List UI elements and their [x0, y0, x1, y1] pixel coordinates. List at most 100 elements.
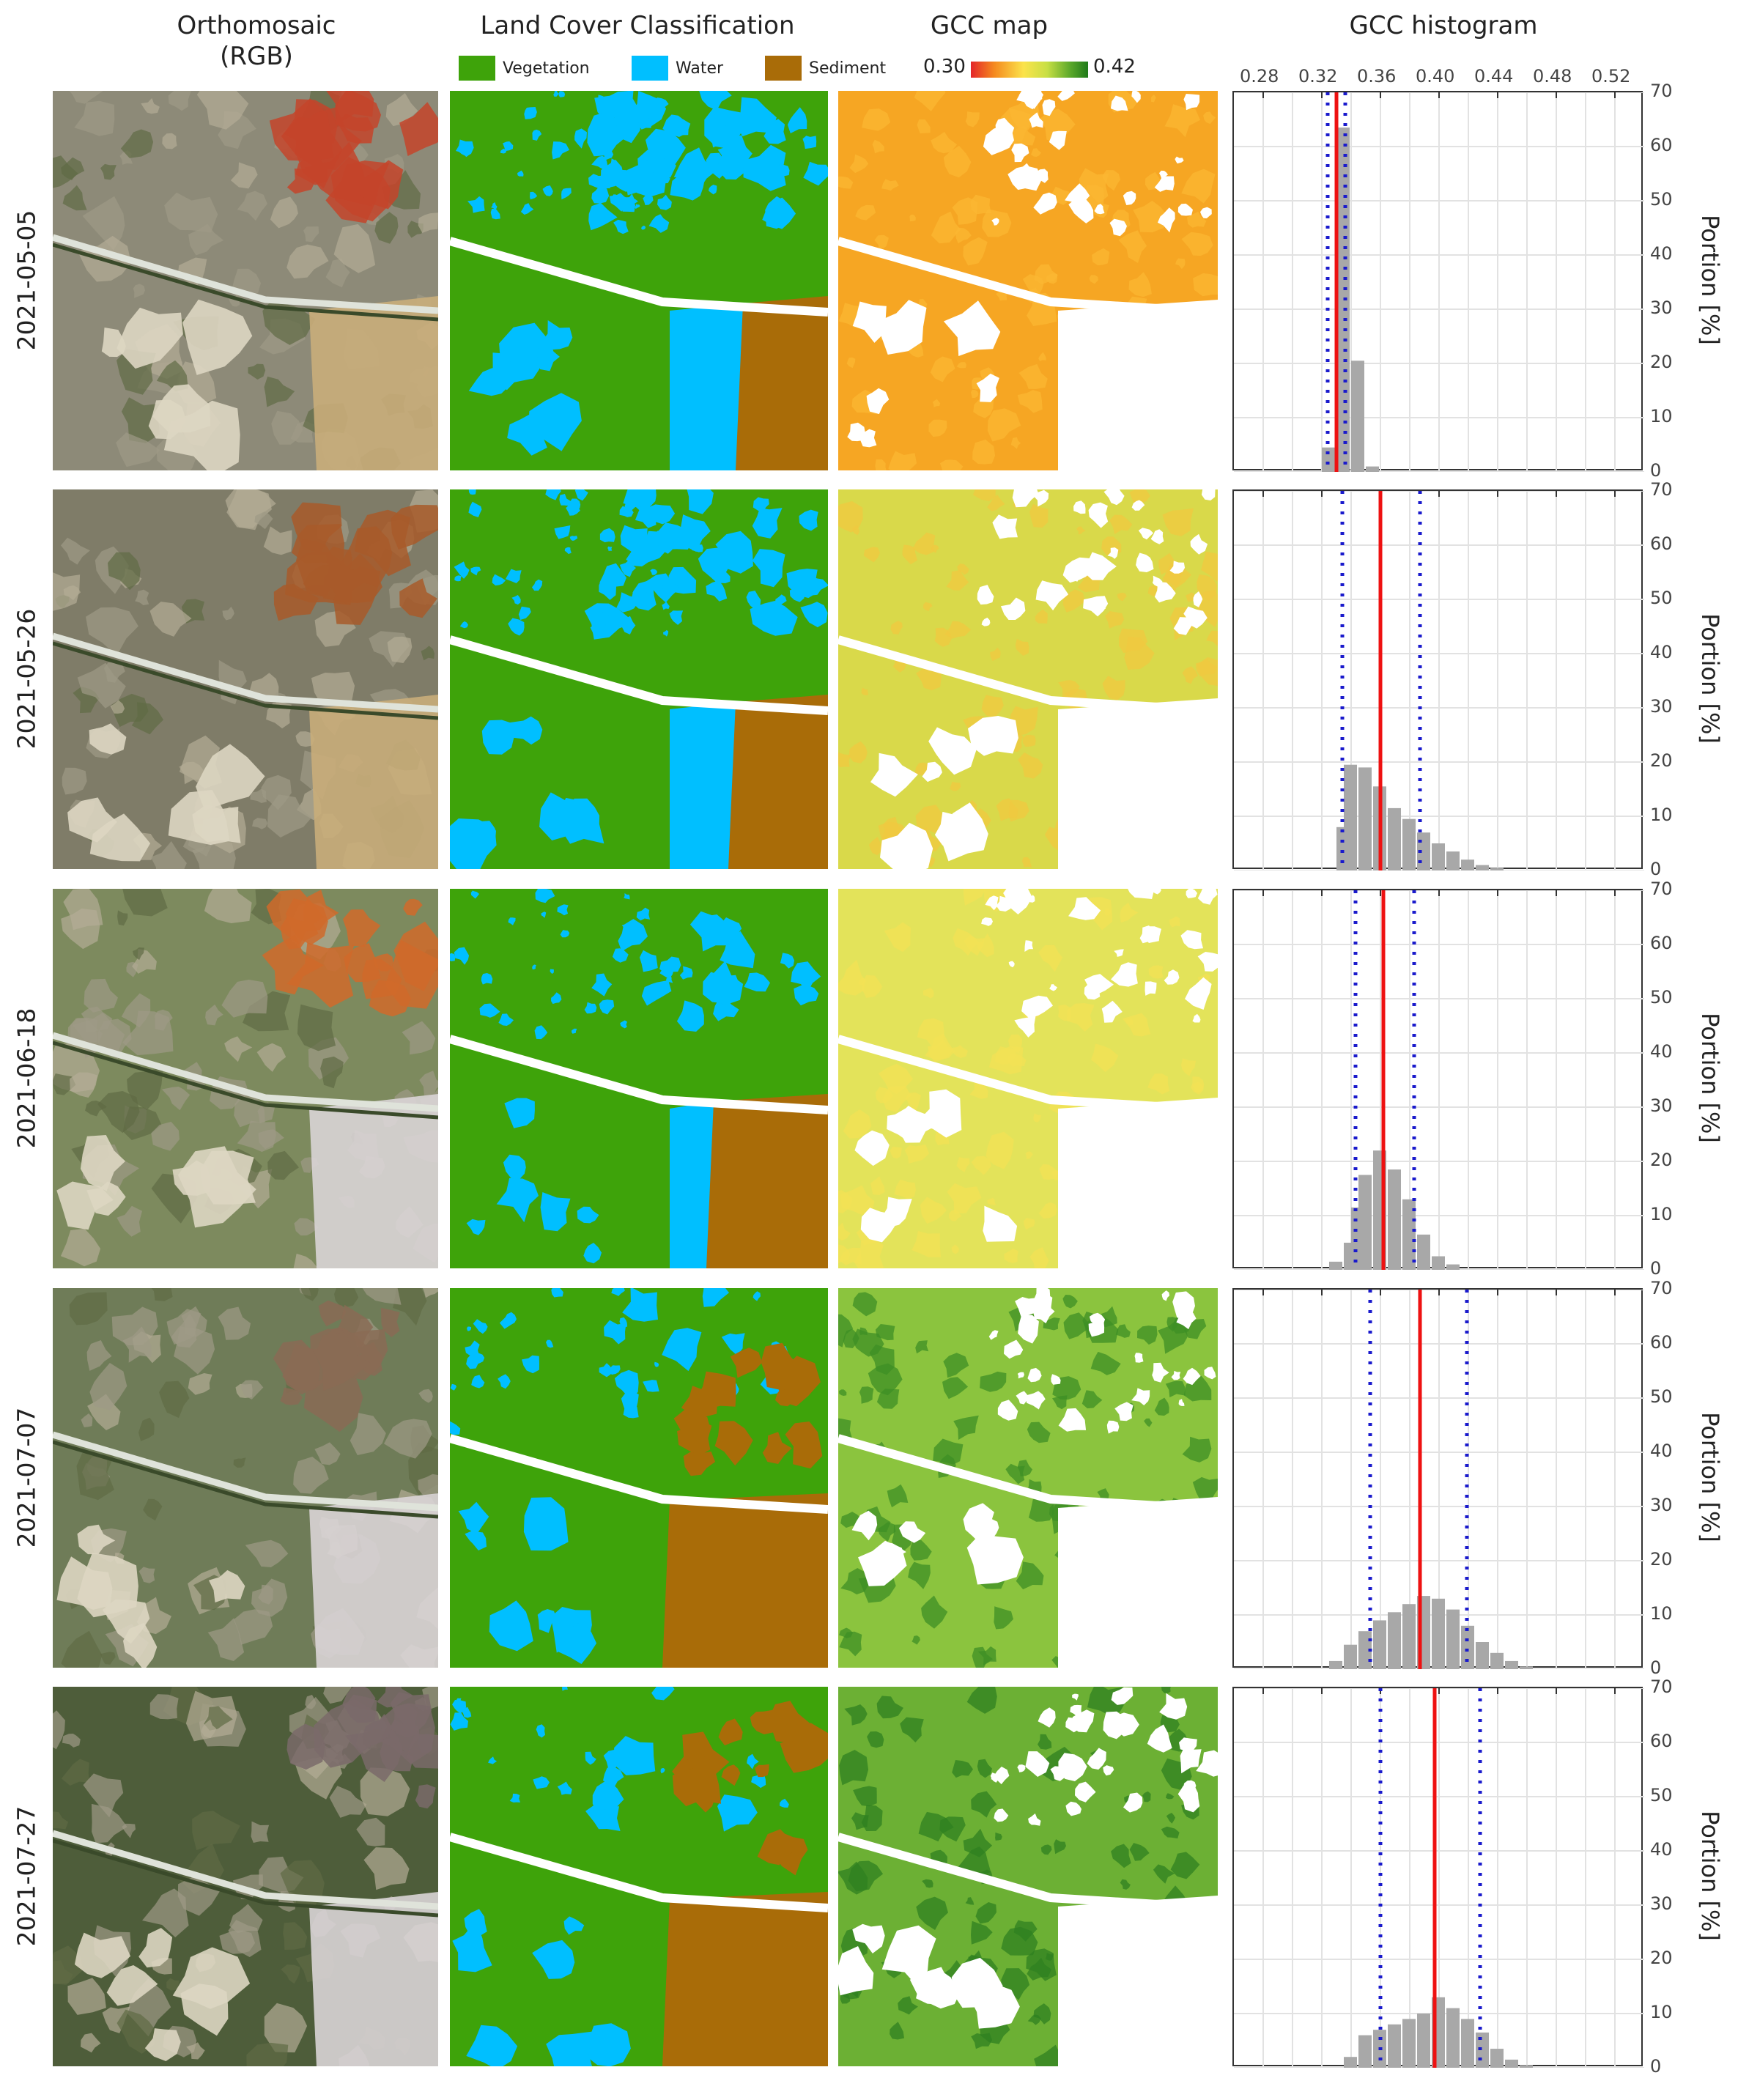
gcc-map-svg: [838, 1687, 1218, 2066]
histogram-bar: [1388, 1612, 1401, 1669]
histogram-bar: [1417, 2014, 1430, 2068]
histogram-svg: [1234, 490, 1644, 871]
gcc-hist-header: GCC histogram: [1349, 11, 1538, 40]
histogram-bar: [1402, 818, 1416, 870]
hist-y-tick-label: 50: [1650, 588, 1673, 608]
hist-y-tick-label: 10: [1650, 1603, 1673, 1624]
hist-y-axis-label: Portion [%]: [1696, 613, 1724, 744]
hist-y-tick-label: 30: [1650, 1495, 1673, 1515]
hist-y-tick-label: 0: [1650, 460, 1662, 481]
gcc-colorbar: [971, 62, 1088, 78]
legend-label-vegetation: Vegetation: [503, 59, 590, 78]
gcc-map: [838, 91, 1218, 470]
legend-label-sediment: Sediment: [809, 59, 887, 78]
hist-x-tick-label: 0.44: [1474, 66, 1514, 86]
histogram-bar: [1505, 2059, 1518, 2068]
orthomosaic-svg: [53, 91, 438, 470]
histogram-bar: [1388, 807, 1401, 870]
landcover-map: [450, 1687, 828, 2066]
hist-y-tick-label: 60: [1650, 933, 1673, 953]
legend-swatch-sediment: [765, 56, 802, 81]
hist-y-axis-label: Portion [%]: [1696, 215, 1724, 345]
histogram-bar: [1446, 851, 1460, 870]
histogram-bar: [1476, 2032, 1489, 2068]
hist-y-axis-label: Portion [%]: [1696, 1013, 1724, 1143]
gcc-histogram: [1232, 489, 1644, 871]
histogram-bar: [1388, 2024, 1401, 2068]
hist-y-tick-label: 60: [1650, 533, 1673, 554]
landcover-svg: [450, 91, 828, 470]
orthomosaic-image: [53, 489, 438, 869]
colorbar-max-label: 0.42: [1093, 56, 1136, 78]
orthomosaic-image: [53, 1288, 438, 1668]
landcover-map: [450, 889, 828, 1268]
histogram-bar: [1461, 2019, 1474, 2068]
orthomosaic-svg: [53, 1687, 438, 2066]
hist-y-tick-label: 50: [1650, 1785, 1673, 1805]
hist-y-tick-label: 20: [1650, 1549, 1673, 1570]
hist-y-tick-label: 20: [1650, 1150, 1673, 1170]
hist-y-tick-label: 30: [1650, 1095, 1673, 1116]
gcc-map: [838, 489, 1218, 869]
histogram-bar: [1446, 2008, 1460, 2068]
hist-y-tick-label: 30: [1650, 297, 1673, 318]
legend-swatch-water: [632, 56, 668, 81]
histogram-svg: [1234, 92, 1644, 473]
orthomosaic-svg: [53, 489, 438, 869]
legend-sediment: Sediment: [765, 56, 886, 81]
hist-y-tick-label: 40: [1650, 1041, 1673, 1062]
gcc-histogram: [1232, 889, 1644, 1271]
row-date-label: 2021-05-26: [12, 608, 41, 750]
gcc-map-svg: [838, 489, 1218, 869]
histogram-bar: [1344, 2057, 1357, 2068]
landcover-svg: [450, 1288, 828, 1668]
histogram-bar: [1322, 447, 1335, 472]
hist-y-tick-label: 60: [1650, 135, 1673, 155]
landcover-header: Land Cover Classification: [480, 11, 795, 40]
hist-y-axis-label: Portion [%]: [1696, 1412, 1724, 1542]
landcover-svg: [450, 489, 828, 869]
hist-y-tick-label: 10: [1650, 1204, 1673, 1224]
histogram-bar: [1432, 843, 1445, 870]
gcc-histogram: [1232, 91, 1644, 473]
gcc-histogram: [1232, 1288, 1644, 1670]
ortho-header: Orthomosaic (RGB): [177, 11, 336, 71]
row-date-label: 2021-07-27: [12, 1805, 41, 1947]
hist-y-tick-label: 0: [1650, 859, 1662, 879]
histogram-bar: [1336, 127, 1350, 472]
hist-y-tick-label: 0: [1650, 2056, 1662, 2077]
gcc-map-svg: [838, 1288, 1218, 1668]
hist-y-tick-label: 30: [1650, 696, 1673, 717]
hist-y-tick-label: 10: [1650, 805, 1673, 825]
histogram-bar: [1520, 2065, 1533, 2068]
hist-x-tick-label: 0.36: [1357, 66, 1397, 86]
orthomosaic-image: [53, 889, 438, 1268]
gcc-histogram: [1232, 1687, 1644, 2068]
histogram-bar: [1417, 1234, 1430, 1270]
hist-y-tick-label: 70: [1650, 1278, 1673, 1298]
histogram-bar: [1461, 859, 1474, 870]
hist-y-tick-label: 20: [1650, 750, 1673, 771]
legend-water: Water: [632, 56, 723, 81]
row-date-label: 2021-05-05: [12, 210, 41, 351]
hist-x-tick-label: 0.28: [1240, 66, 1279, 86]
hist-x-tick-label: 0.40: [1416, 66, 1455, 86]
row-date-label: 2021-07-07: [12, 1407, 41, 1548]
hist-y-tick-label: 20: [1650, 352, 1673, 372]
row-date-label: 2021-06-18: [12, 1008, 41, 1149]
hist-x-tick-label: 0.48: [1533, 66, 1572, 86]
histogram-bar: [1344, 764, 1357, 870]
histogram-bar: [1344, 1644, 1357, 1669]
histogram-bar: [1329, 1261, 1342, 1270]
hist-y-tick-label: 50: [1650, 189, 1673, 210]
hist-y-tick-label: 40: [1650, 1839, 1673, 1860]
hist-y-tick-label: 50: [1650, 1386, 1673, 1407]
histogram-bar: [1432, 1598, 1445, 1669]
histogram-bar: [1402, 2019, 1416, 2068]
landcover-svg: [450, 1687, 828, 2066]
hist-y-tick-label: 60: [1650, 1332, 1673, 1353]
histogram-bar: [1358, 2035, 1372, 2068]
orthomosaic-svg: [53, 1288, 438, 1668]
legend-swatch-vegetation: [459, 56, 495, 81]
hist-x-tick-label: 0.52: [1591, 66, 1631, 86]
